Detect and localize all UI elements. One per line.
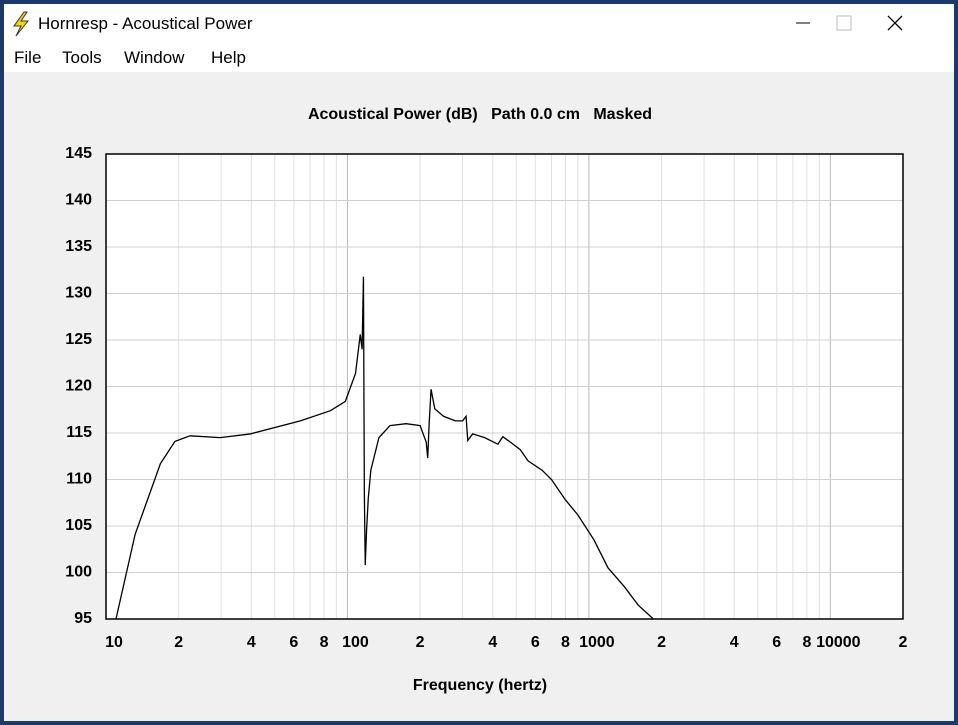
window-controls[interactable] (754, 4, 954, 42)
x-tick-label: 6 (531, 634, 540, 651)
y-tick-label: 95 (74, 610, 92, 627)
menu-bar: File Tools Window Help (4, 42, 954, 72)
y-tick-label: 105 (65, 517, 92, 534)
x-tick-label: 2 (416, 634, 425, 651)
y-tick-label: 110 (66, 471, 92, 488)
x-tick-label: 4 (730, 634, 739, 651)
data-line (115, 276, 654, 620)
plot-border (105, 153, 904, 620)
menu-item[interactable]: Window (124, 48, 185, 67)
menu-item[interactable]: Tools (62, 48, 102, 67)
x-tick-label: 100 (342, 634, 369, 651)
menu-item[interactable]: File (14, 48, 42, 67)
x-tick-label: 8 (320, 634, 329, 651)
y-tick-label: 130 (65, 285, 92, 302)
x-tick-label: 2 (174, 634, 183, 651)
y-tick-label: 125 (65, 331, 92, 348)
chart-title: Acoustical Power (dB) Path 0.0 cm Masked (308, 106, 652, 123)
y-tick-label: 140 (65, 192, 92, 209)
x-tick-label: 6 (289, 634, 298, 651)
y-tick-label: 135 (65, 238, 92, 255)
y-tick-label: 100 (65, 564, 92, 581)
window: Hornresp - Acoustical Power File Tools Win… (4, 4, 954, 721)
x-tick-label: 4 (488, 634, 497, 651)
title-bar: Hornresp - Acoustical Power (4, 4, 954, 42)
menu-item[interactable]: Help (211, 48, 246, 67)
x-tick-label: 1000 (579, 634, 615, 651)
x-tick-label: 4 (247, 634, 256, 651)
x-tick-label: 2 (657, 634, 666, 651)
x-tick-label: 8 (802, 634, 811, 651)
app-icon (13, 11, 30, 37)
x-tick-label: 8 (561, 634, 570, 651)
chart: Acoustical Power (dB) Path 0.0 cm Masked… (65, 106, 908, 694)
x-tick-label: 6 (772, 634, 781, 651)
x-axis-label: Frequency (hertz) (413, 677, 547, 694)
x-tick-label: 2 (899, 634, 908, 651)
y-tick-label: 115 (66, 424, 92, 441)
y-tick-label: 120 (65, 378, 92, 395)
y-tick-label: 145 (65, 145, 92, 162)
x-tick-label: 10000 (816, 634, 861, 651)
x-tick-label: 10 (105, 634, 123, 651)
window-title: Hornresp - Acoustical Power (38, 14, 253, 33)
